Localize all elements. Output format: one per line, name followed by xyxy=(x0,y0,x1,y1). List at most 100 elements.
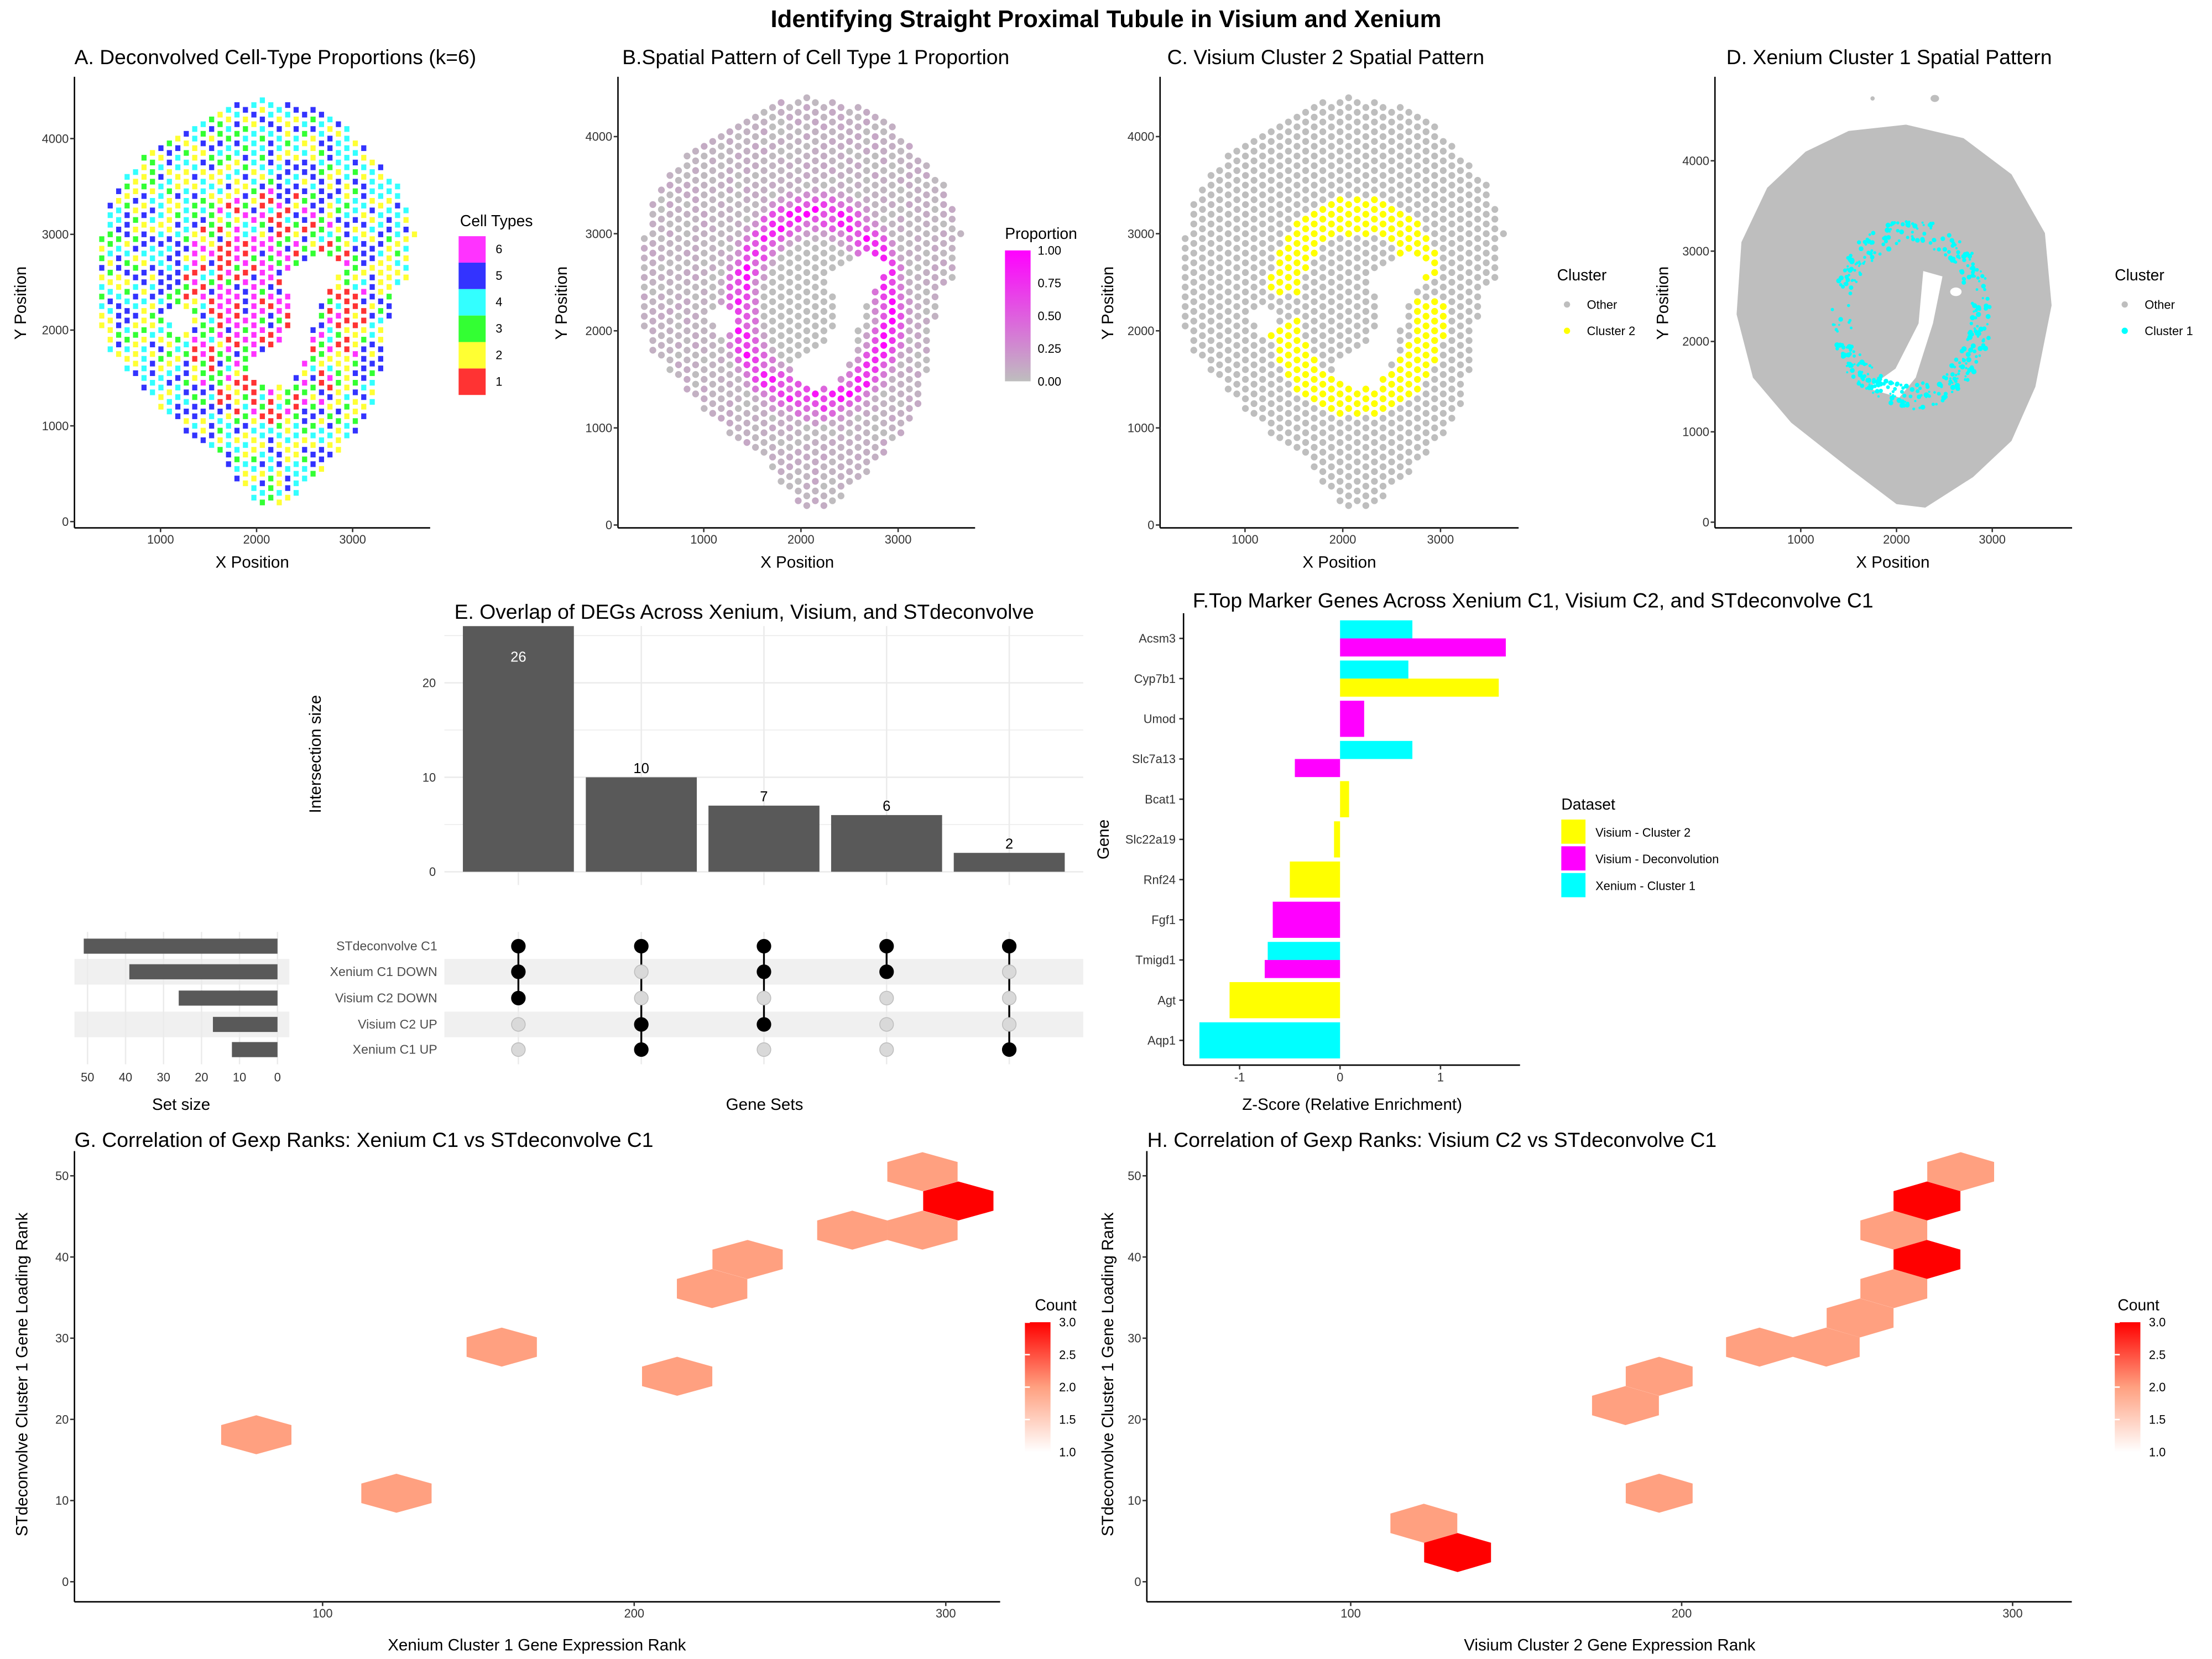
other-spot xyxy=(1319,128,1327,135)
cluster-cell xyxy=(1981,284,1986,289)
hex-bin xyxy=(1792,1327,1860,1367)
other-spot xyxy=(1396,123,1404,131)
other-spot xyxy=(1328,239,1335,247)
cell-type-spot xyxy=(234,140,240,147)
other-spot xyxy=(1457,167,1464,174)
cell-type-spot xyxy=(293,480,299,487)
proportion-spot xyxy=(931,312,939,320)
other-spot xyxy=(1439,419,1447,427)
cell-type-spot xyxy=(344,155,349,161)
other-spot xyxy=(1233,225,1240,232)
proportion-spot xyxy=(786,143,794,150)
other-spot xyxy=(1379,162,1387,169)
proportion-spot xyxy=(726,400,733,408)
cell-type-spot xyxy=(293,394,299,400)
other-spot xyxy=(1319,439,1327,446)
cluster-spot xyxy=(1311,385,1318,393)
cell-type-spot xyxy=(352,341,358,348)
other-spot xyxy=(1267,303,1275,310)
other-spot xyxy=(1371,439,1378,446)
cell-type-spot xyxy=(217,198,223,204)
proportion-spot xyxy=(795,458,802,466)
other-spot xyxy=(1224,307,1232,315)
other-spot xyxy=(1413,444,1421,451)
cluster-spot xyxy=(1354,390,1361,398)
cell-type-spot xyxy=(107,289,113,295)
cluster-cell xyxy=(1916,389,1920,393)
cluster-cell xyxy=(1961,346,1967,352)
y-tick-label: 3000 xyxy=(42,227,69,241)
proportion-spot xyxy=(837,201,844,208)
cell-type-spot xyxy=(344,251,349,257)
proportion-spot xyxy=(854,104,862,111)
proportion-spot xyxy=(709,284,716,291)
other-spot xyxy=(1328,298,1335,305)
other-spot xyxy=(1345,434,1352,441)
other-spot xyxy=(1233,244,1240,252)
proportion-spot xyxy=(897,176,905,184)
proportion-spot xyxy=(812,264,819,272)
cell-type-spot xyxy=(310,126,316,132)
cell-type-spot xyxy=(217,322,223,328)
other-spot xyxy=(1328,482,1335,490)
proportion-spot xyxy=(837,395,844,403)
cell-type-spot xyxy=(251,131,257,137)
other-spot xyxy=(1302,448,1310,456)
proportion-spot xyxy=(709,148,716,155)
proportion-spot xyxy=(837,259,844,267)
other-spot xyxy=(1199,206,1206,213)
cell-type-spot xyxy=(293,231,299,237)
cell-type-spot xyxy=(234,188,240,194)
proportion-spot xyxy=(760,419,768,427)
cluster-cell xyxy=(1896,221,1900,225)
cluster-cell xyxy=(1981,297,1984,300)
cluster-cell xyxy=(1985,296,1990,301)
cell-type-spot xyxy=(158,346,164,352)
cluster-cell xyxy=(1855,280,1858,283)
cell-type-spot xyxy=(293,193,299,199)
cell-type-spot xyxy=(285,312,290,319)
proportion-spot xyxy=(820,104,828,111)
cell-type-spot xyxy=(234,380,240,386)
cell-type-spot xyxy=(327,174,333,180)
other-spot xyxy=(1448,288,1455,296)
proportion-spot xyxy=(854,113,862,121)
other-spot xyxy=(1199,244,1206,252)
other-spot xyxy=(1190,317,1197,325)
proportion-spot xyxy=(769,211,776,218)
cell-type-spot xyxy=(99,303,105,309)
other-spot xyxy=(1285,429,1292,436)
other-spot xyxy=(1396,191,1404,199)
cluster-cell xyxy=(1921,221,1924,224)
proportion-spot xyxy=(640,312,648,320)
cluster-cell xyxy=(1835,347,1839,351)
panel-title: G. Correlation of Gexp Ranks: Xenium C1 … xyxy=(75,1128,654,1151)
proportion-spot xyxy=(846,225,853,232)
proportion-spot xyxy=(914,167,922,174)
other-spot xyxy=(1345,288,1352,296)
cell-type-spot xyxy=(209,269,215,276)
cell-type-spot xyxy=(310,193,316,199)
cell-type-spot xyxy=(217,370,223,376)
cell-type-spot xyxy=(243,346,248,352)
proportion-spot xyxy=(666,172,674,179)
proportion-spot xyxy=(829,400,836,408)
cluster-cell xyxy=(1986,323,1989,326)
cluster-spot xyxy=(1371,196,1378,204)
proportion-spot xyxy=(897,332,905,340)
cell-type-spot xyxy=(124,193,130,199)
cell-type-spot xyxy=(268,131,274,137)
cell-type-spot xyxy=(336,140,341,147)
cluster-cell xyxy=(1838,324,1840,326)
other-spot xyxy=(1259,269,1266,276)
proportion-spot xyxy=(829,118,836,126)
cell-type-spot xyxy=(302,255,307,262)
cell-type-spot xyxy=(166,207,172,213)
cell-type-spot xyxy=(175,366,181,372)
other-spot xyxy=(1224,347,1232,354)
other-spot xyxy=(1233,186,1240,194)
cell-type-spot xyxy=(200,351,206,357)
proportion-spot xyxy=(914,244,922,252)
cell-type-spot xyxy=(369,188,375,194)
proportion-spot xyxy=(760,118,768,126)
